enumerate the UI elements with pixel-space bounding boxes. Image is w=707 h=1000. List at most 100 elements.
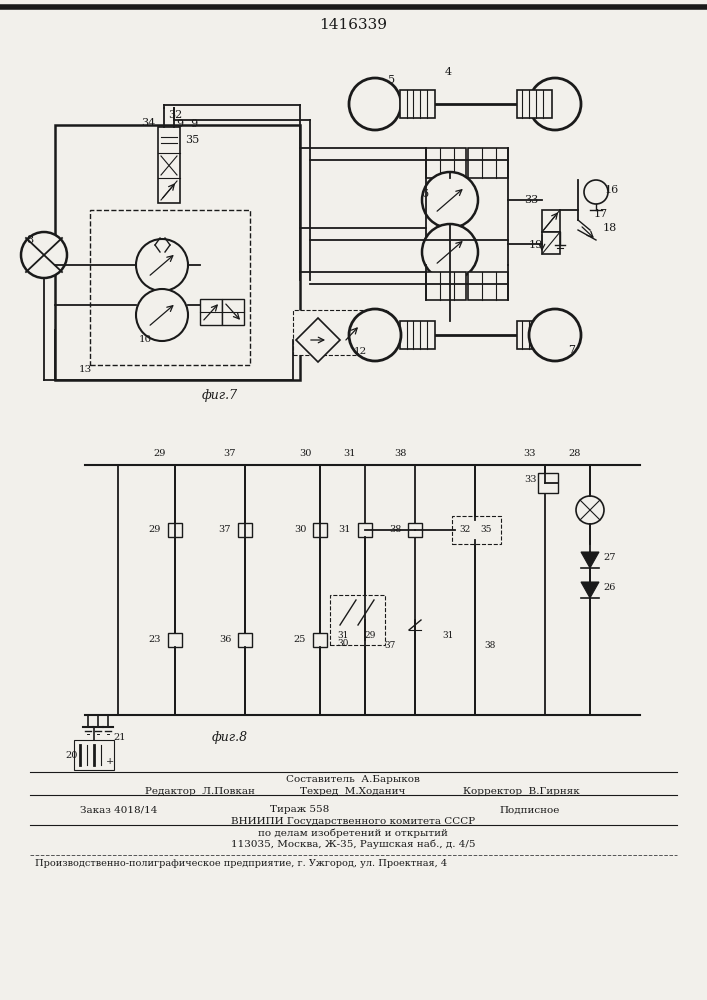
Text: 8: 8 <box>26 235 33 245</box>
Text: 113035, Москва, Ж-35, Раушская наб., д. 4/5: 113035, Москва, Ж-35, Раушская наб., д. … <box>230 839 475 849</box>
Text: 36: 36 <box>218 636 231 645</box>
Text: 30: 30 <box>294 526 306 534</box>
Text: 18: 18 <box>603 223 617 233</box>
Bar <box>400 90 435 118</box>
Text: 33: 33 <box>525 476 537 485</box>
Bar <box>517 90 552 118</box>
Text: 29: 29 <box>148 526 161 534</box>
Text: 6: 6 <box>421 189 428 199</box>
Circle shape <box>584 180 608 204</box>
Bar <box>74 740 114 770</box>
Bar <box>168 523 182 537</box>
Text: 28: 28 <box>569 448 581 458</box>
Text: Заказ 4018/14: Заказ 4018/14 <box>80 806 158 814</box>
Text: 33: 33 <box>524 448 536 458</box>
Bar <box>330 595 385 645</box>
Text: 23: 23 <box>148 636 161 645</box>
Text: 37: 37 <box>223 448 236 458</box>
Bar <box>313 523 327 537</box>
Text: 29: 29 <box>364 631 375 640</box>
Bar <box>238 523 252 537</box>
Text: по делам изобретений и открытий: по делам изобретений и открытий <box>258 828 448 838</box>
Text: Редактор  Л.Повкан: Редактор Л.Повкан <box>145 786 255 796</box>
Bar <box>158 127 180 203</box>
Bar <box>517 321 552 349</box>
Text: 31: 31 <box>339 526 351 534</box>
Text: Подписное: Подписное <box>500 806 560 814</box>
Circle shape <box>349 309 401 361</box>
Text: 27: 27 <box>604 554 617 562</box>
Text: 37: 37 <box>385 641 396 650</box>
Bar <box>468 148 508 178</box>
Text: 38: 38 <box>389 526 401 534</box>
Text: 38: 38 <box>484 641 496 650</box>
Bar <box>90 210 250 365</box>
Polygon shape <box>581 582 599 598</box>
Bar <box>468 272 508 300</box>
Text: фиг.7: фиг.7 <box>202 388 238 401</box>
Bar <box>342 323 362 345</box>
Text: 17: 17 <box>594 209 608 219</box>
Bar <box>426 148 466 178</box>
Circle shape <box>136 239 188 291</box>
Text: 4: 4 <box>445 67 452 77</box>
Circle shape <box>576 496 604 524</box>
Text: 7: 7 <box>568 345 575 355</box>
Text: 26: 26 <box>604 584 617 592</box>
Text: 35: 35 <box>480 526 492 534</box>
Bar <box>538 473 558 493</box>
Bar <box>542 210 560 232</box>
Bar <box>55 125 300 380</box>
Text: 9  9: 9 9 <box>177 119 199 129</box>
Text: 19: 19 <box>529 240 543 250</box>
Text: Тираж 558: Тираж 558 <box>270 806 329 814</box>
Text: 30: 30 <box>337 639 349 648</box>
Polygon shape <box>581 552 599 568</box>
Text: 29: 29 <box>154 448 166 458</box>
Text: 33: 33 <box>524 195 538 205</box>
Text: 16: 16 <box>605 185 619 195</box>
Polygon shape <box>296 318 340 362</box>
Circle shape <box>529 309 581 361</box>
Text: 32: 32 <box>168 110 182 120</box>
Bar <box>400 321 435 349</box>
Text: 35: 35 <box>185 135 199 145</box>
Circle shape <box>422 224 478 280</box>
Text: Техред  М.Ходанич: Техред М.Ходанич <box>300 786 406 796</box>
Text: Производственно-полиграфическое предприятие, г. Ужгород, ул. Проектная, 4: Производственно-полиграфическое предприя… <box>35 859 447 868</box>
Bar <box>168 633 182 647</box>
Bar <box>408 523 422 537</box>
Text: 32: 32 <box>460 526 471 534</box>
Text: 13: 13 <box>78 365 92 374</box>
Bar <box>358 523 372 537</box>
Text: Корректор  В.Гирняк: Корректор В.Гирняк <box>463 786 580 796</box>
Bar <box>222 299 244 325</box>
Text: 1416339: 1416339 <box>319 18 387 32</box>
Text: 38: 38 <box>394 448 407 458</box>
Text: 37: 37 <box>218 526 231 534</box>
Text: 5: 5 <box>388 75 395 85</box>
Text: 31: 31 <box>344 448 356 458</box>
Text: 31: 31 <box>443 631 454 640</box>
Text: фиг.8: фиг.8 <box>212 730 248 744</box>
Text: 31: 31 <box>337 631 349 640</box>
Bar <box>293 310 388 355</box>
Circle shape <box>21 232 67 278</box>
Bar <box>542 232 560 254</box>
Text: 30: 30 <box>299 448 311 458</box>
Circle shape <box>349 78 401 130</box>
Text: ВНИИПИ Государственного комитета СССР: ВНИИПИ Государственного комитета СССР <box>231 818 475 826</box>
Text: +: + <box>106 758 114 766</box>
Text: 12: 12 <box>354 348 367 357</box>
Bar <box>200 299 222 325</box>
Bar <box>452 516 501 544</box>
Circle shape <box>422 172 478 228</box>
Text: 20: 20 <box>66 750 78 760</box>
Circle shape <box>136 289 188 341</box>
Bar <box>455 520 475 540</box>
Bar <box>476 520 496 540</box>
Text: 21: 21 <box>114 732 127 742</box>
Text: 25: 25 <box>294 636 306 645</box>
Circle shape <box>529 78 581 130</box>
Bar <box>238 633 252 647</box>
